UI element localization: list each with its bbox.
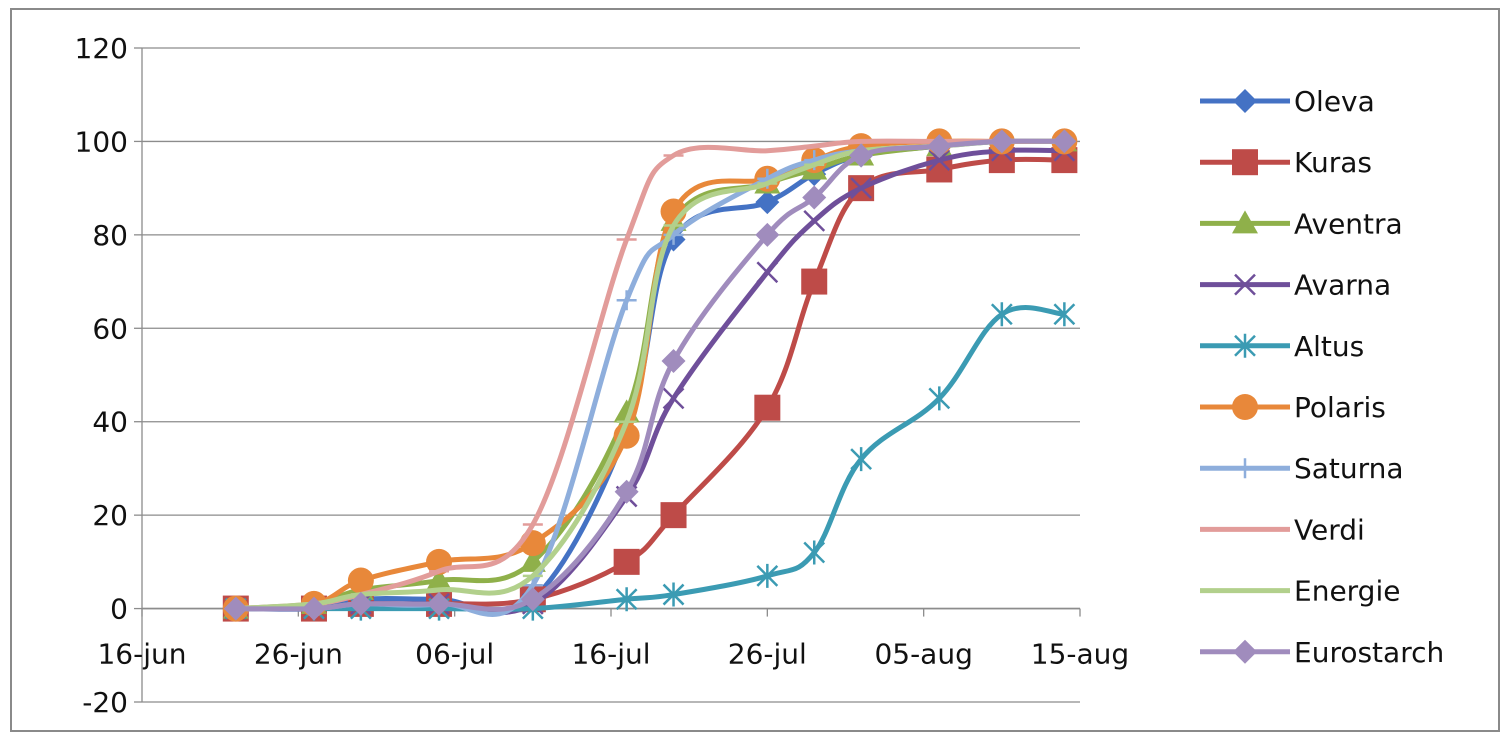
legend-label: Kuras xyxy=(1294,146,1372,179)
series-line xyxy=(235,156,1065,612)
data-point xyxy=(927,134,952,159)
data-point xyxy=(520,587,545,612)
legend-label: Oleva xyxy=(1294,85,1375,118)
series-line xyxy=(235,305,1065,612)
legend-marker xyxy=(1233,639,1257,664)
series-line xyxy=(235,138,1065,612)
legend-marker xyxy=(1232,394,1258,420)
legend: Oleva Kuras Aventra Avarna Altus Polaris Satur… xyxy=(1200,85,1444,669)
data-point xyxy=(662,582,685,607)
data-point xyxy=(614,479,639,504)
data-point xyxy=(615,587,638,612)
series-energie xyxy=(225,138,1075,612)
legend-item-energie: Energie xyxy=(1200,575,1400,608)
x-tick-label: 05-aug xyxy=(874,638,972,671)
data-point xyxy=(850,177,873,200)
series-verdi xyxy=(225,138,1075,612)
legend-item-eurostarch: Eurostarch xyxy=(1200,636,1444,669)
data-point xyxy=(519,548,546,572)
data-point xyxy=(989,129,1014,154)
x-tick-label: 26-jun xyxy=(254,638,343,671)
data-point xyxy=(849,143,874,168)
x-tick-label: 15-aug xyxy=(1031,638,1129,671)
y-tick-label: 100 xyxy=(75,125,128,158)
legend-label: Eurostarch xyxy=(1294,636,1444,669)
data-point xyxy=(755,222,780,247)
data-point xyxy=(426,567,453,591)
legend-item-aventra: Aventra xyxy=(1200,207,1403,240)
legend-label: Altus xyxy=(1294,330,1364,363)
legend-marker xyxy=(1234,273,1256,296)
data-point xyxy=(1052,129,1077,154)
legend-label: Saturna xyxy=(1294,452,1404,485)
y-tick-label: 120 xyxy=(75,32,128,65)
legend-item-avarna: Avarna xyxy=(1200,269,1391,302)
series-lines xyxy=(222,128,1078,622)
series-line xyxy=(235,138,1065,612)
legend-label: Aventra xyxy=(1294,207,1403,240)
legend-label: Polaris xyxy=(1294,391,1386,424)
y-tick-labels: 120 100 80 60 40 20 0 -20 xyxy=(75,32,128,719)
series-line xyxy=(235,138,1065,612)
legend-marker xyxy=(1232,149,1258,176)
data-point xyxy=(850,447,873,472)
data-point xyxy=(928,149,951,171)
legend-marker xyxy=(1233,89,1257,113)
x-tick-label: 06-jul xyxy=(415,638,494,671)
legend-item-oleva: Oleva xyxy=(1200,85,1375,118)
data-point xyxy=(348,591,373,616)
data-point xyxy=(802,185,827,210)
y-tick-label: -20 xyxy=(82,686,128,719)
x-tick-labels: 16-jun 26-jun 06-jul 16-jul 26-jul 05-aug 15-a… xyxy=(97,638,1129,671)
data-point xyxy=(223,596,248,621)
series-eurostarch xyxy=(223,129,1077,621)
series-polaris xyxy=(222,128,1078,622)
data-point xyxy=(928,386,951,411)
legend-label: Verdi xyxy=(1294,513,1365,546)
legend-label: Avarna xyxy=(1294,269,1391,302)
legend-item-verdi: Verdi xyxy=(1200,513,1365,546)
legend-item-altus: Altus xyxy=(1200,330,1364,363)
data-point xyxy=(613,548,640,575)
data-point xyxy=(1053,302,1076,327)
x-tick-label: 26-jul xyxy=(728,638,807,671)
y-tick-label: 20 xyxy=(92,499,128,532)
data-point xyxy=(756,563,779,588)
data-point xyxy=(803,209,826,232)
legend-marker xyxy=(1235,458,1255,479)
y-tick-label: 80 xyxy=(92,219,128,252)
data-point xyxy=(519,530,546,557)
data-point xyxy=(660,502,687,529)
x-tick-label: 16-jul xyxy=(571,638,650,671)
data-point xyxy=(661,348,686,373)
legend-item-kuras: Kuras xyxy=(1200,146,1372,179)
data-point xyxy=(616,290,637,311)
legend-item-polaris: Polaris xyxy=(1200,391,1386,424)
legend-item-saturna: Saturna xyxy=(1200,452,1404,485)
data-point xyxy=(803,540,826,565)
series-line xyxy=(235,138,1065,612)
data-point xyxy=(662,387,685,410)
legend-label: Energie xyxy=(1294,575,1400,608)
series-line xyxy=(235,138,1065,612)
y-tick-label: 60 xyxy=(92,312,128,345)
x-tick-label: 16-jun xyxy=(97,638,186,671)
data-point xyxy=(756,261,779,284)
data-point xyxy=(754,394,781,421)
data-point xyxy=(347,567,374,594)
y-tick-label: 0 xyxy=(110,593,128,626)
data-point xyxy=(755,190,780,215)
data-point xyxy=(427,591,452,616)
data-point xyxy=(990,302,1013,327)
data-point xyxy=(301,596,326,621)
y-tick-label: 40 xyxy=(92,406,128,439)
legend-marker xyxy=(1234,333,1256,358)
data-point xyxy=(801,268,828,295)
legend-marker xyxy=(1232,210,1258,234)
